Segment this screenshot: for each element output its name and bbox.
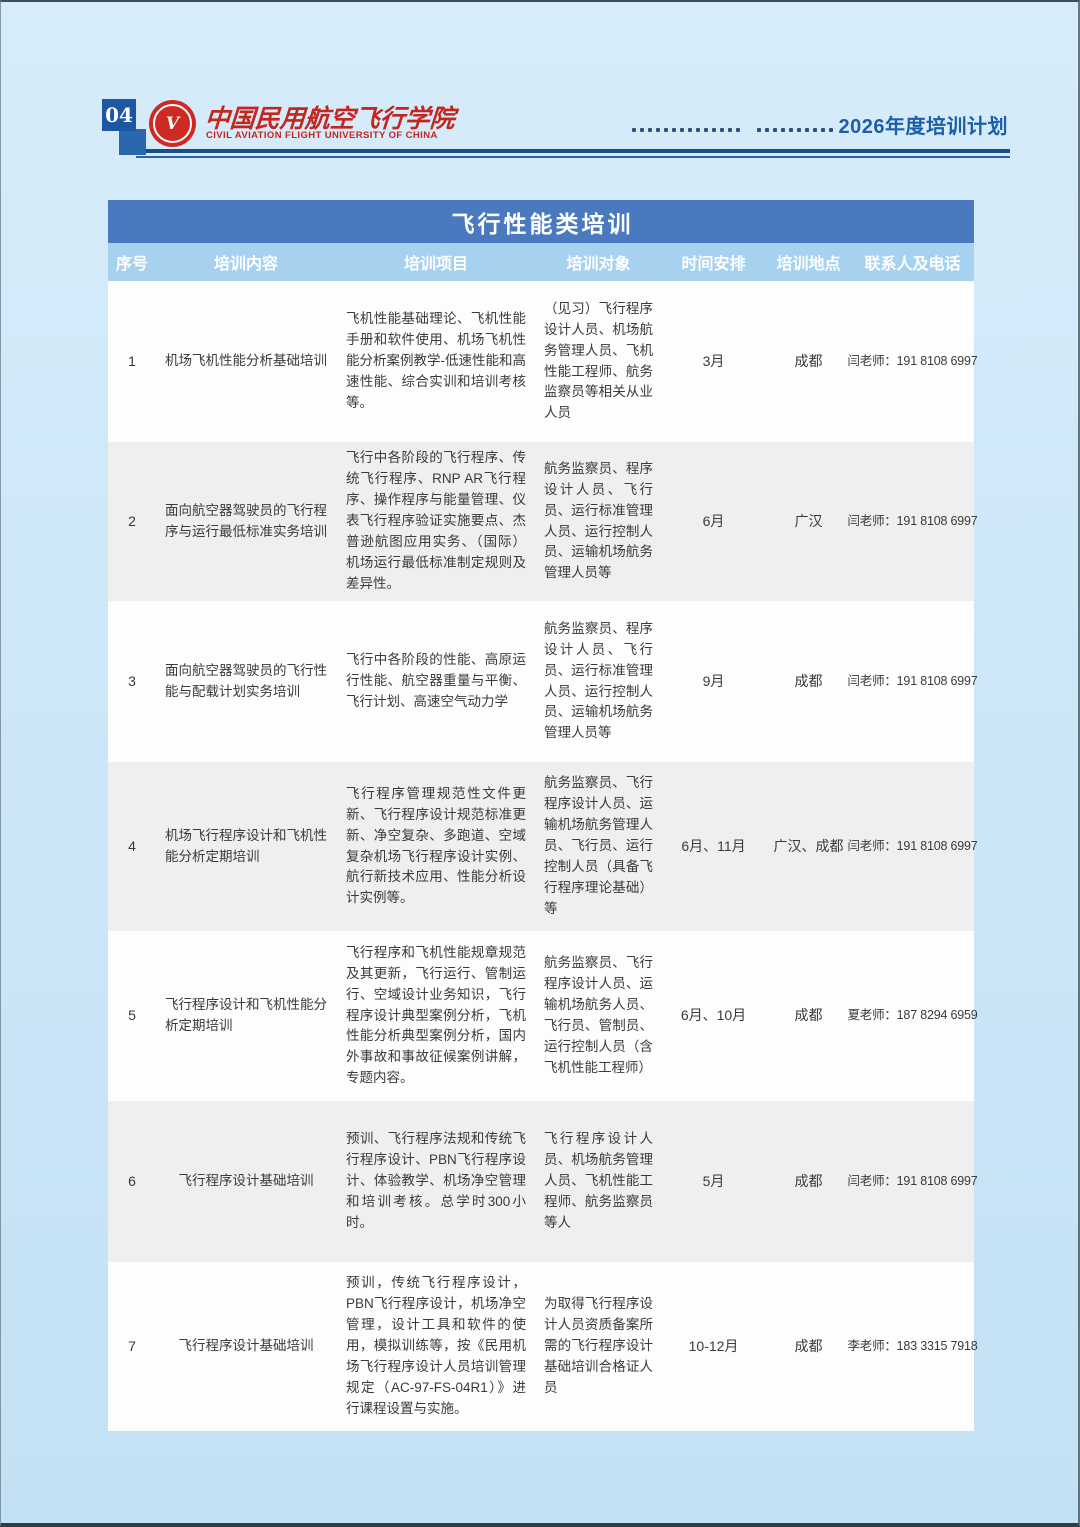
- table-row: 7 飞行程序设计基础培训 预训，传统飞行程序设计，PBN飞行程序设计，机场净空管理，…: [108, 1262, 978, 1431]
- header-rule-thick: [136, 149, 1010, 153]
- table-row: 5 飞行程序设计和飞机性能分析定期培训 飞行程序和飞机性能规章规范及其更新，飞行运行…: [108, 931, 978, 1101]
- cell-target: （见习）飞行程序设计人员、机场航务管理人员、飞机性能工程师、航务监察员等相关从业…: [544, 300, 653, 421]
- cell-project: 预训、飞行程序法规和传统飞行程序设计、PBN飞行程序设计、体验教学、机场净空管理…: [346, 1131, 526, 1230]
- cell-no: 2: [128, 512, 136, 529]
- dotted-divider: [632, 128, 740, 132]
- cell-project: 预训，传统飞行程序设计，PBN飞行程序设计，机场净空管理，设计工具和软件的使用，…: [346, 1275, 526, 1416]
- table-row: 6 飞行程序设计基础培训 预训、飞行程序法规和传统飞行程序设计、PBN飞行程序设计、…: [108, 1101, 978, 1262]
- cell-time: 6月: [702, 512, 725, 529]
- cell-content: 飞行程序设计基础培训: [178, 1338, 314, 1354]
- logo-monogram: V: [153, 104, 192, 143]
- cell-contact: 闫老师：191 8108 6997: [847, 353, 978, 368]
- cell-project: 飞行中各阶段的性能、高原运行性能、航空器重量与平衡、飞行计划、高速空气动力学: [346, 652, 526, 709]
- table-row: 2 面向航空器驾驶员的飞行程序与运行最低标准实务培训 飞行中各阶段的飞行程序、传统飞…: [108, 442, 978, 601]
- cell-no: 5: [128, 1007, 136, 1024]
- cell-target: 航务监察员、飞行程序设计人员、运输机场航务管理人员、飞行员、运行控制人员（具备飞…: [544, 775, 653, 916]
- cell-time: 9月: [702, 672, 725, 689]
- table-row: 3 面向航空器驾驶员的飞行性能与配载计划实务培训 飞行中各阶段的性能、高原运行性能、…: [108, 601, 978, 762]
- cell-content: 机场飞行程序设计和飞机性能分析定期培训: [165, 827, 327, 864]
- cell-time: 3月: [702, 352, 725, 369]
- table-header-row: 序号 培训内容 培训项目 培训对象 时间安排 培训地点 联系人及电话: [108, 243, 974, 281]
- cell-location: 成都: [794, 352, 823, 369]
- cell-no: 6: [128, 1172, 136, 1189]
- cell-content: 面向航空器驾驶员的飞行性能与配载计划实务培训: [165, 662, 327, 699]
- university-name-en: CIVIL AVIATION FLIGHT UNIVERSITY OF CHIN…: [206, 130, 438, 141]
- cell-contact: 闫老师：191 8108 6997: [847, 673, 978, 688]
- cell-project: 飞行程序和飞机性能规章规范及其更新，飞行运行、管制运行、空域设计业务知识，飞行程…: [346, 944, 526, 1086]
- cell-content: 机场飞机性能分析基础培训: [165, 353, 327, 369]
- cell-location: 广汉、成都: [773, 837, 844, 854]
- table-title: 飞行性能类培训: [108, 200, 974, 243]
- cell-target: 航务监察员、飞行程序设计人员、运输机场航务人员、飞行员、管制员、运行控制人员（含…: [544, 955, 653, 1075]
- page-number-decoration: [119, 129, 146, 155]
- header-rule-thin: [136, 156, 1010, 158]
- cell-target: 航务监察员、程序设计人员、飞行员、运行标准管理人员、运行控制人员、运输机场航务管…: [544, 620, 653, 741]
- cell-time: 5月: [702, 1172, 725, 1189]
- cell-project: 飞机性能基础理论、飞机性能手册和软件使用、机场飞机性能分析案例教学-低速性能和高…: [346, 311, 526, 410]
- cell-time: 10-12月: [688, 1337, 739, 1354]
- cell-target: 为取得飞行程序设计人员资质备案所需的飞行程序设计基础培训合格证人员: [544, 1296, 653, 1395]
- cell-project: 飞行程序管理规范性文件更新、飞行程序设计规范标准更新、净空复杂、多跑道、空域复杂…: [346, 785, 526, 906]
- table-row: 1 机场飞机性能分析基础培训 飞机性能基础理论、飞机性能手册和软件使用、机场飞机性能…: [108, 281, 978, 442]
- plan-year-label: 2026年度培训计划: [838, 116, 1008, 138]
- column-header-content: 培训内容: [213, 256, 278, 273]
- cell-project: 飞行中各阶段的飞行程序、传统飞行程序、RNP AR飞行程序、操作程序与能量管理、…: [346, 450, 526, 591]
- cell-location: 成都: [794, 1007, 823, 1024]
- cell-target: 飞行程序设计人员、机场航务管理人员、飞机性能工程师、航务监察员等人: [544, 1131, 653, 1230]
- cell-time: 6月、11月: [681, 837, 746, 854]
- dotted-divider: [757, 128, 833, 132]
- cell-location: 成都: [794, 1172, 823, 1189]
- column-header-location: 培训地点: [776, 256, 841, 273]
- cell-no: 1: [128, 352, 136, 369]
- university-logo-icon: V: [149, 100, 196, 147]
- training-table: 飞行性能类培训 序号 培训内容 培训项目 培训对象 时间安排 培训地点 联系人及…: [108, 200, 978, 1431]
- cell-content: 飞行程序设计和飞机性能分析定期培训: [165, 997, 327, 1033]
- cell-content: 飞行程序设计基础培训: [178, 1173, 314, 1189]
- page-number-badge: 04: [102, 99, 136, 131]
- cell-content: 面向航空器驾驶员的飞行程序与运行最低标准实务培训: [165, 502, 327, 539]
- column-header-target: 培训对象: [566, 256, 631, 273]
- cell-time: 6月、10月: [680, 1007, 747, 1024]
- cell-target: 航务监察员、程序设计人员、飞行员、运行标准管理人员、运行控制人员、运输机场航务管…: [544, 460, 653, 581]
- cell-location: 成都: [794, 672, 823, 689]
- cell-no: 3: [128, 672, 136, 689]
- cell-contact: 夏老师：187 8294 6959: [847, 1008, 978, 1023]
- cell-contact: 闫老师：191 8108 6997: [847, 838, 978, 853]
- cell-no: 4: [128, 837, 136, 854]
- cell-no: 7: [128, 1337, 136, 1354]
- column-header-project: 培训项目: [403, 256, 468, 273]
- table-body: 1 机场飞机性能分析基础培训 飞机性能基础理论、飞机性能手册和软件使用、机场飞机性能…: [108, 281, 978, 1431]
- table-row: 4 机场飞行程序设计和飞机性能分析定期培训 飞行程序管理规范性文件更新、飞行程序设计…: [108, 762, 978, 931]
- column-header-contact: 联系人及电话: [864, 256, 961, 273]
- column-header-no: 序号: [115, 256, 148, 273]
- cell-contact: 李老师：183 3315 7918: [847, 1338, 978, 1353]
- cell-location: 成都: [794, 1337, 823, 1354]
- cell-contact: 闫老师：191 8108 6997: [847, 513, 978, 528]
- column-header-time: 时间安排: [681, 256, 746, 273]
- cell-location: 广汉: [794, 512, 823, 529]
- cell-contact: 闫老师：191 8108 6997: [847, 1173, 978, 1188]
